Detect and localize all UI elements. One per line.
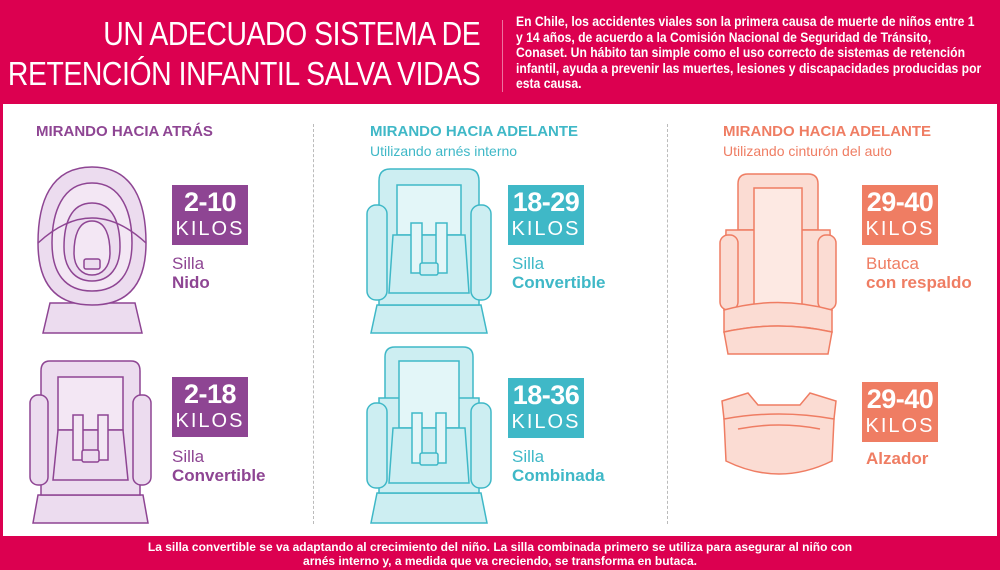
- seat-type: Butaca: [866, 254, 919, 273]
- title-line-2: RETENCIÓN INFANTIL SALVA VIDAS: [7, 55, 481, 92]
- weight-range: 2-18: [183, 379, 237, 409]
- column-heading-rear: MIRANDO HACIA ATRÁS: [36, 123, 213, 140]
- seat-name: Combinada: [512, 466, 605, 485]
- header: UN ADECUADO SISTEMA DE RETENCIÓN INFANTI…: [0, 0, 1000, 104]
- divider: [502, 20, 503, 92]
- seat-name: con respaldo: [866, 273, 972, 292]
- convertible-seat-icon: [29, 360, 152, 524]
- weight-range: 18-29: [512, 187, 580, 217]
- high-back-booster-icon: [719, 173, 837, 355]
- seat-label: Silla Convertible: [512, 254, 606, 292]
- booster-cushion-icon: [721, 392, 837, 475]
- weight-range: 18-36: [512, 380, 580, 410]
- weight-unit: KILOS: [511, 218, 581, 240]
- weight-unit: KILOS: [865, 415, 935, 437]
- weight-badge: 29-40 KILOS: [862, 185, 938, 245]
- seat-label: Silla Nido: [172, 254, 210, 292]
- divider: [667, 124, 668, 524]
- column-subheading: Utilizando cinturón del auto: [723, 143, 892, 159]
- title-line-1: UN ADECUADO SISTEMA DE: [103, 15, 480, 52]
- seat-label: Silla Convertible: [172, 447, 266, 485]
- page-title: UN ADECUADO SISTEMA DE RETENCIÓN INFANTI…: [7, 14, 481, 94]
- column-heading-forward-harness: MIRANDO HACIA ADELANTE: [370, 123, 579, 140]
- weight-badge: 18-29 KILOS: [508, 185, 584, 245]
- seat-name: Alzador: [866, 449, 929, 468]
- divider: [313, 124, 314, 524]
- seat-label: Silla Combinada: [512, 447, 605, 485]
- weight-unit: KILOS: [865, 218, 935, 240]
- weight-range: 29-40: [866, 187, 934, 217]
- column-subheading: Utilizando arnés interno: [370, 143, 518, 159]
- weight-unit: KILOS: [511, 411, 581, 433]
- weight-badge: 29-40 KILOS: [862, 382, 938, 442]
- seat-label: Butaca con respaldo: [866, 254, 972, 292]
- seat-name: Convertible: [172, 466, 266, 485]
- convertible-seat-icon: [366, 168, 492, 334]
- seat-type: Silla: [512, 254, 545, 273]
- intro-text: En Chile, los accidentes viales son la p…: [516, 14, 982, 91]
- seat-label: Alzador: [866, 449, 928, 468]
- weight-range: 2-10: [183, 187, 237, 217]
- seat-type: Silla: [172, 447, 205, 466]
- seat-type: Silla: [172, 254, 205, 273]
- weight-badge: 2-18 KILOS: [172, 377, 248, 437]
- infant-carrier-seat-icon: [37, 166, 147, 334]
- column-heading-forward-belt: MIRANDO HACIA ADELANTE: [723, 123, 932, 140]
- weight-unit: KILOS: [175, 410, 245, 432]
- footer-line-2: arnés interno y, a medida que va crecien…: [303, 554, 697, 568]
- combination-seat-icon: [366, 346, 492, 524]
- seat-name: Nido: [172, 273, 210, 292]
- seat-name: Convertible: [512, 273, 606, 292]
- weight-badge: 18-36 KILOS: [508, 378, 584, 438]
- weight-unit: KILOS: [175, 218, 245, 240]
- footer-line-1: La silla convertible se va adaptando al …: [147, 540, 853, 554]
- seat-type: Silla: [512, 447, 545, 466]
- weight-range: 29-40: [866, 384, 934, 414]
- footer-note: La silla convertible se va adaptando al …: [0, 538, 1000, 570]
- weight-badge: 2-10 KILOS: [172, 185, 248, 245]
